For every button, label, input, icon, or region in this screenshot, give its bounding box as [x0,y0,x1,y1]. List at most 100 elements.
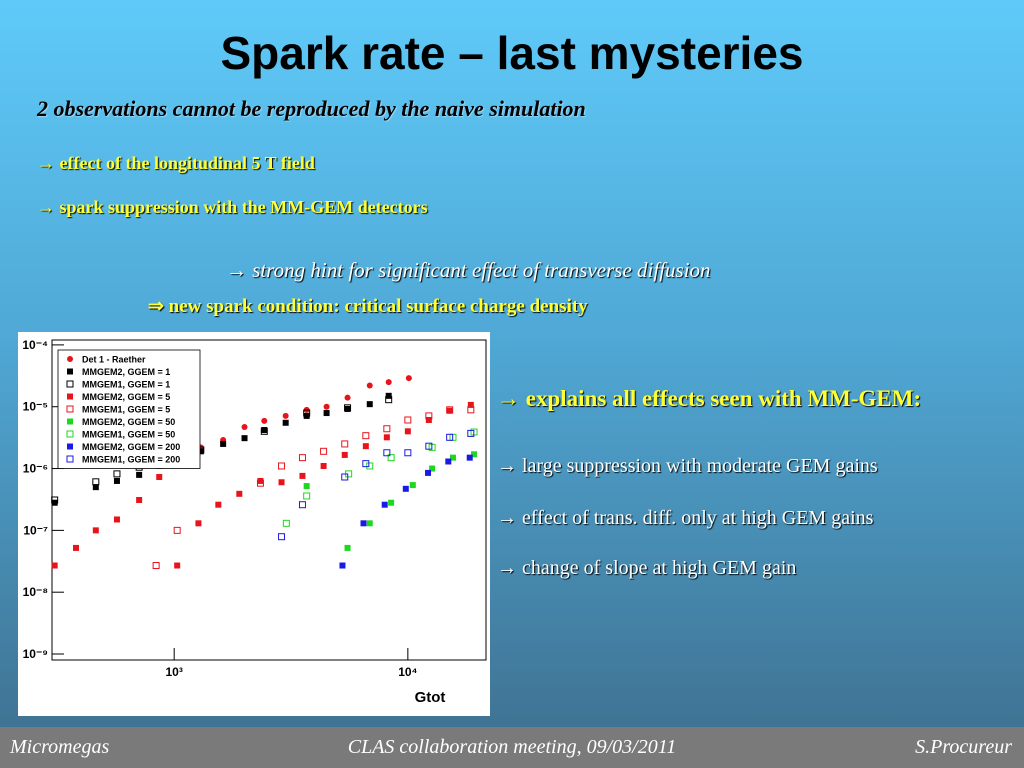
legend-label: MMGEM2, GGEM = 50 [82,417,175,427]
marker [344,544,351,551]
legend-label: MMGEM1, GGEM = 50 [82,430,175,440]
marker [467,429,475,437]
marker [197,448,204,455]
marker [409,482,416,489]
subtitle: 2 observations cannot be reproduced by t… [37,96,586,121]
marker [360,520,367,527]
marker [298,454,306,462]
marker [366,520,373,527]
hint: → strong hint for significant effect of … [226,258,711,282]
marker [339,562,346,569]
marker [362,432,370,440]
marker [383,425,391,433]
legend-marker [66,405,74,413]
marker [383,449,391,457]
footer: Micromegas CLAS collaboration meeting, 0… [0,727,1024,768]
marker [470,428,478,436]
y-tick-label: 10⁻⁷ [23,523,48,537]
marker [136,496,143,503]
marker [303,492,311,500]
marker [92,484,99,491]
marker [344,405,351,412]
legend-marker [67,393,73,400]
marker [197,444,204,451]
marker [220,436,227,443]
marker [466,454,473,461]
marker [113,477,120,484]
marker [303,412,310,419]
x-tick-label: 10⁴ [398,665,417,679]
marker [303,406,310,413]
marker [425,442,433,450]
marker [404,449,412,457]
x-tick-label: 10³ [166,665,183,679]
bullet: → spark suppression with the MM-GEM dete… [37,197,428,217]
marker [387,454,395,462]
marker [236,490,243,497]
right-bullet: → large suppression with moderate GEM ga… [497,455,878,477]
chart-background [18,332,490,716]
right-heading: → explains all effects seen with MM-GEM: [497,386,922,411]
marker [303,409,311,417]
marker [215,501,222,508]
marker [320,462,327,469]
marker [156,462,163,469]
bullet: → effect of the longitudinal 5 T field [37,153,315,173]
footer-left: Micromegas [10,736,110,758]
marker [113,470,121,478]
legend-box [57,349,201,469]
marker [366,382,373,389]
right-bullet: → effect of trans. diff. only at high GE… [497,507,874,529]
marker [298,501,306,509]
marker [135,463,143,471]
marker [323,403,330,410]
y-tick-label: 10⁻⁹ [23,647,48,661]
marker [446,406,454,414]
marker [344,404,352,412]
legend-marker [66,380,74,388]
legend-marker [67,443,73,450]
legend-marker [66,455,74,463]
legend-marker [67,418,73,425]
marker [177,454,184,461]
legend-label: MMGEM2, GGEM = 1 [82,367,170,377]
marker [241,423,248,430]
marker [362,443,369,450]
marker [425,469,432,476]
marker [299,472,306,479]
marker [345,470,353,478]
marker [445,458,452,465]
marker [113,516,120,523]
marker [303,483,310,490]
marker [282,419,289,426]
marker [385,396,393,404]
marker [260,427,268,435]
x-axis-label: Gtot [415,689,446,706]
footer-right: S.Procureur [915,736,1012,758]
marker [405,375,412,382]
marker [257,477,264,484]
marker [136,471,143,478]
marker [92,478,100,486]
legend-label: MMGEM1, GGEM = 1 [82,380,170,390]
marker [195,520,202,527]
marker [156,473,163,480]
marker [155,454,163,462]
marker [341,451,348,458]
marker [92,527,99,534]
marker [362,460,370,468]
y-tick-label: 10⁻⁶ [23,462,48,476]
legend-label: MMGEM2, GGEM = 5 [82,392,170,402]
marker [174,562,181,569]
marker [388,499,395,506]
marker [278,479,285,486]
marker [72,544,79,551]
marker [404,416,412,424]
legend-label: MMGEM2, GGEM = 200 [82,442,180,452]
marker [402,485,409,492]
marker [282,412,289,419]
slide-title: Spark rate – last mysteries [220,27,804,79]
marker [173,526,181,534]
y-tick-label: 10⁻⁴ [22,338,48,352]
marker [278,462,286,470]
